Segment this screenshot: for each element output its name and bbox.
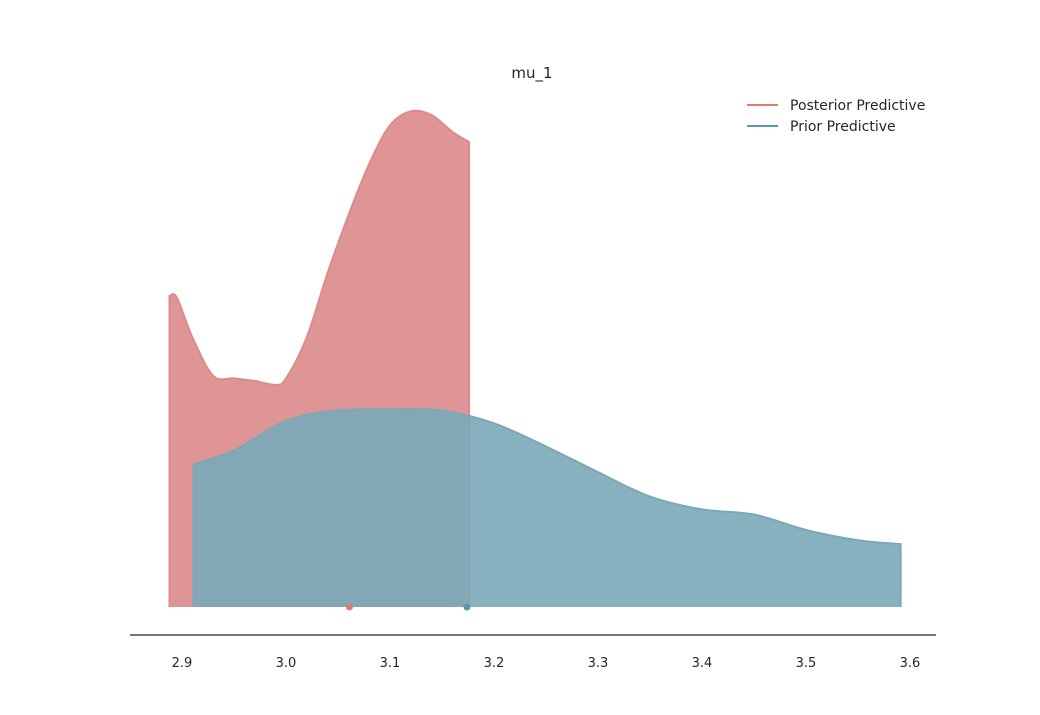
x-tick-label: 3.4 (692, 656, 713, 671)
chart-title: mu_1 (511, 64, 552, 83)
legend: Posterior Predictive Prior Predictive (747, 98, 925, 135)
posterior-predictive-mean-point (345, 603, 353, 611)
legend-label-prior-predictive: Prior Predictive (790, 119, 896, 135)
prior-predictive-area (193, 408, 901, 607)
posterior-predictive-outline (168, 109, 471, 607)
prior-predictive-mean-point (463, 603, 471, 611)
legend-label-posterior-predictive: Posterior Predictive (790, 98, 925, 114)
x-tick-label: 3.3 (588, 656, 609, 671)
prior-predictive-outline (192, 407, 902, 607)
x-tick-label: 2.9 (172, 656, 193, 671)
x-tick-label: 3.1 (380, 656, 401, 671)
x-tick-label: 3.5 (796, 656, 817, 671)
density-areas (168, 109, 902, 611)
x-axis-ticks: 2.9 3.0 3.1 3.2 3.3 3.4 3.5 3.6 (172, 656, 921, 671)
x-tick-label: 3.6 (900, 656, 921, 671)
x-tick-label: 3.2 (484, 656, 505, 671)
x-tick-label: 3.0 (276, 656, 297, 671)
